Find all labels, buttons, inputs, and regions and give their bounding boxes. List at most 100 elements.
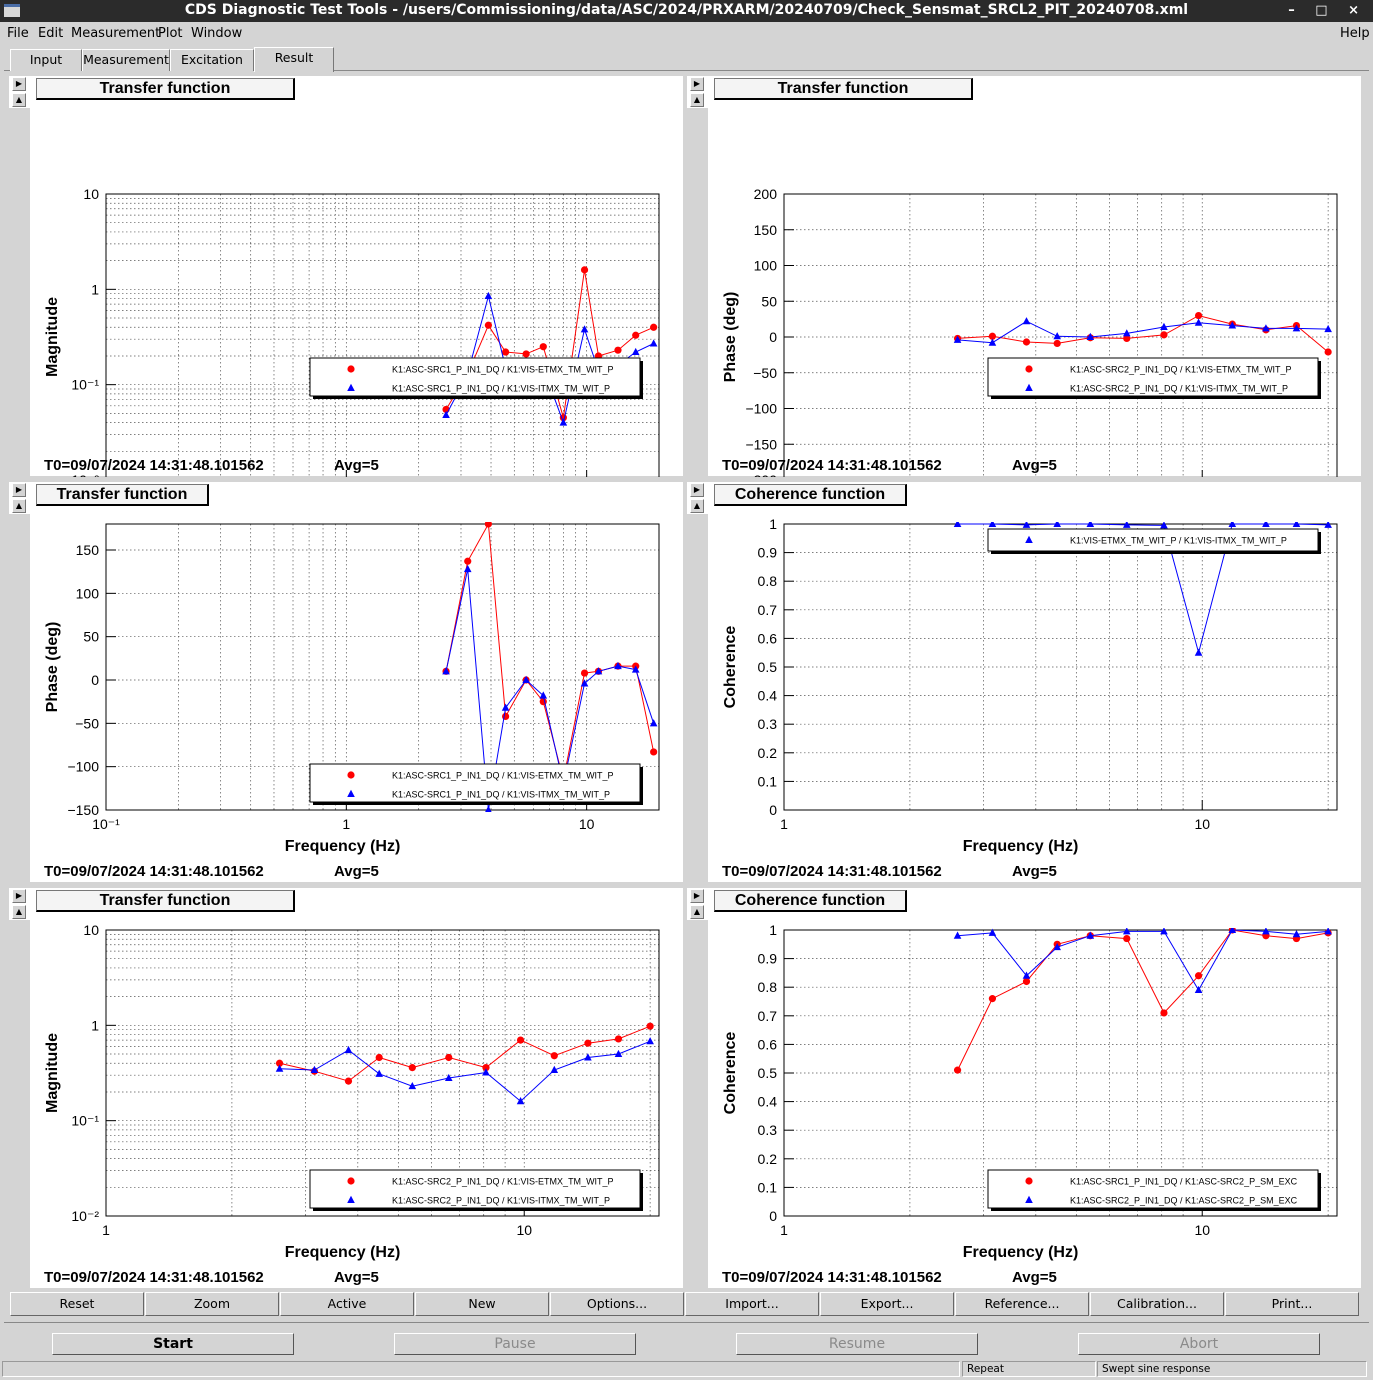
data-point (953, 1066, 962, 1074)
data-point (1262, 324, 1270, 332)
import-button[interactable]: Import... (685, 1292, 819, 1316)
menu-help[interactable]: Help (1340, 26, 1370, 41)
reference-button[interactable]: Reference... (955, 1292, 1089, 1316)
plot-title[interactable]: Transfer function (36, 78, 295, 100)
pause-button[interactable]: Pause (394, 1333, 636, 1355)
start-button[interactable]: Start (52, 1333, 294, 1355)
data-point (646, 1022, 654, 1030)
y-tick-label: 1 (769, 516, 777, 532)
plot-panel[interactable]: ▶ ▲ 1 10 1 0.9 0.8 0.7 0.6 0.5 0.4 0.3 0.2 0.1 0 Freque… (687, 888, 1361, 1289)
y-tick-label: 10⁻¹ (71, 1113, 99, 1129)
series-line (957, 929, 1329, 1071)
plot-panel[interactable]: ▶▲110200150100500−50−100−150−200Frequenc… (687, 76, 1361, 477)
data-point (580, 679, 589, 687)
resume-button[interactable]: Resume (736, 1333, 978, 1355)
y-tick-label: 0.2 (758, 1151, 778, 1167)
export-button[interactable]: Export... (820, 1292, 954, 1316)
active-button[interactable]: Active (280, 1292, 414, 1316)
data-point (650, 748, 658, 756)
collapse-arrow-icon[interactable]: ▲ (690, 499, 704, 513)
data-point (1053, 522, 1061, 527)
data-point (1053, 942, 1061, 951)
menu-window[interactable]: Window (191, 26, 243, 41)
grid-lines (105, 193, 660, 477)
y-tick-label: −100 (745, 401, 777, 417)
y-axis-label: Phase (deg) (722, 292, 739, 383)
x-tick-label: 10 (1194, 816, 1210, 832)
data-point (1228, 928, 1237, 933)
plot-title[interactable]: Transfer function (36, 484, 209, 506)
x-tick-label: 1 (102, 1222, 110, 1238)
tab-result[interactable]: Result (254, 47, 334, 72)
tab-excitation[interactable]: Excitation (170, 49, 254, 71)
expand-arrow-icon[interactable]: ▶ (690, 77, 704, 91)
y-tick-label: 0.9 (758, 545, 778, 561)
y-tick-label: 200 (754, 186, 778, 202)
expand-arrow-icon[interactable]: ▶ (12, 889, 26, 903)
legend-label: K1:VIS-ETMX_TM_WIT_P / K1:VIS-ITMX_TM_WI… (1070, 536, 1287, 546)
data-point (275, 1059, 284, 1067)
menu-plot[interactable]: Plot (158, 26, 183, 41)
menu-measurement[interactable]: Measurement (71, 26, 161, 41)
expand-arrow-icon[interactable]: ▶ (12, 483, 26, 497)
series-blue (953, 928, 1332, 994)
legend-marker (1025, 1195, 1033, 1203)
data-point (484, 321, 492, 329)
grid-lines (783, 523, 1337, 811)
panel-sidebar (687, 108, 708, 477)
legend-marker (347, 383, 355, 391)
plot-title[interactable]: Coherence function (714, 484, 907, 506)
plot-panel[interactable]: ▶ ▲ 1 10 10⁻² 10⁻¹ 1 10 Frequency (Hz) Magnitude K… (9, 888, 683, 1289)
collapse-arrow-icon[interactable]: ▲ (12, 499, 26, 513)
data-point (310, 1065, 319, 1073)
data-point (344, 1077, 353, 1085)
data-point (550, 1052, 558, 1060)
plot-title[interactable]: Coherence function (714, 890, 907, 912)
menu-file[interactable]: File (7, 26, 29, 41)
data-point (988, 332, 997, 340)
data-point (584, 1039, 592, 1047)
data-point (953, 522, 962, 527)
tab-input[interactable]: Input (10, 49, 82, 71)
plot-title[interactable]: Transfer function (714, 78, 973, 100)
data-point (1086, 332, 1095, 340)
print-button[interactable]: Print... (1225, 1292, 1359, 1316)
start-time-label: T0=09/07/2024 14:31:48.101562 (722, 457, 942, 474)
calibration-button[interactable]: Calibration... (1090, 1292, 1224, 1316)
new-button[interactable]: New (415, 1292, 549, 1316)
plot-panel[interactable]: ▶ ▲ 10⁻¹ 1 10 150 100 50 0 −50 −100 −150 Frequency (… (9, 482, 683, 883)
window-controls[interactable]: – □ × (1288, 3, 1367, 18)
y-tick-label: 50 (83, 629, 99, 645)
collapse-arrow-icon[interactable]: ▲ (690, 905, 704, 919)
plot-panel[interactable]: ▶ ▲ 1 10 1 0.9 0.8 0.7 0.6 0.5 0.4 0.3 0.2 0.1 0 Freque… (687, 482, 1361, 883)
menu-edit[interactable]: Edit (38, 26, 64, 41)
expand-arrow-icon[interactable]: ▶ (690, 889, 704, 903)
abort-button[interactable]: Abort (1078, 1333, 1320, 1355)
y-tick-label: 0 (769, 1208, 777, 1224)
plot-title[interactable]: Transfer function (36, 890, 295, 912)
collapse-arrow-icon[interactable]: ▲ (12, 905, 26, 919)
y-tick-label: 0 (769, 329, 777, 345)
start-time-label: T0=09/07/2024 14:31:48.101562 (44, 457, 264, 474)
x-axis-label: Frequency (Hz) (285, 838, 401, 855)
data-point (646, 1037, 654, 1045)
plot-frame (105, 193, 660, 477)
expand-arrow-icon[interactable]: ▶ (12, 77, 26, 91)
legend-marker (347, 1195, 355, 1203)
data-point (485, 805, 492, 812)
data-point (539, 343, 547, 351)
reset-button[interactable]: Reset (10, 1292, 144, 1316)
y-tick-label: 0.6 (758, 1036, 778, 1052)
data-point (1122, 928, 1131, 935)
x-tick-label: 10⁻¹ (92, 816, 120, 832)
tab-measurement[interactable]: Measurement (82, 49, 170, 71)
data-point (1160, 331, 1168, 339)
app-icon[interactable] (4, 4, 20, 17)
zoom-button[interactable]: Zoom (145, 1292, 279, 1316)
options-button[interactable]: Options... (550, 1292, 684, 1316)
series-line (957, 315, 1329, 353)
collapse-arrow-icon[interactable]: ▲ (690, 93, 704, 107)
collapse-arrow-icon[interactable]: ▲ (12, 93, 26, 107)
expand-arrow-icon[interactable]: ▶ (690, 483, 704, 497)
